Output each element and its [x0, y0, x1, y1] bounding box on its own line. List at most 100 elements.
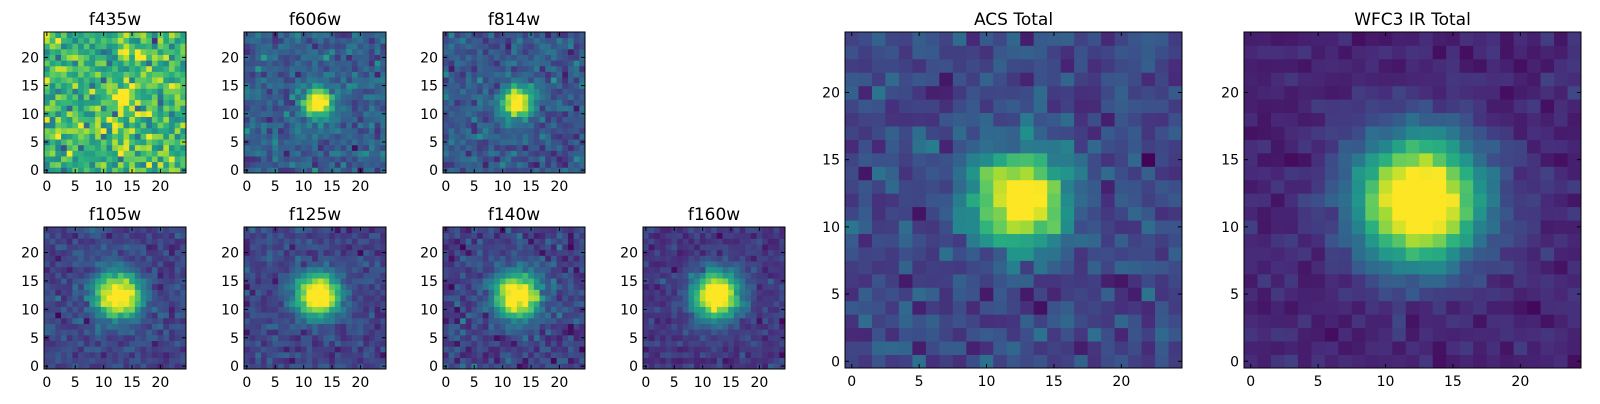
pixel: [1074, 247, 1088, 261]
pixel: [717, 295, 723, 301]
pixel: [517, 301, 523, 307]
pixel: [751, 312, 757, 318]
pixel: [261, 111, 267, 117]
pixel: [175, 301, 181, 307]
pixel: [523, 267, 529, 273]
pixel: [244, 162, 250, 168]
pixel: [180, 88, 186, 94]
pixel: [84, 329, 90, 335]
pixel: [845, 328, 859, 342]
pixel: [705, 335, 711, 341]
pixel: [50, 105, 56, 111]
pixel: [152, 307, 158, 313]
pixel: [471, 289, 477, 295]
pixel: [101, 307, 107, 313]
pixel: [267, 150, 273, 156]
pixel: [352, 111, 358, 117]
pixel: [745, 289, 751, 295]
pixel: [306, 139, 312, 145]
pixel: [500, 94, 506, 100]
pixel: [654, 329, 660, 335]
pixel: [562, 324, 568, 330]
pixel: [255, 341, 261, 347]
pixel: [551, 32, 557, 38]
pixel: [534, 167, 540, 173]
pixel: [375, 255, 381, 261]
pixel: [551, 346, 557, 352]
pixel: [169, 167, 175, 173]
pixel: [545, 255, 551, 261]
pixel: [511, 261, 517, 267]
pixel: [101, 71, 107, 77]
pixel: [545, 71, 551, 77]
pixel: [44, 43, 50, 49]
pixel: [471, 358, 477, 364]
pixel: [654, 307, 660, 313]
pixel: [1115, 328, 1129, 342]
pixel: [380, 289, 386, 295]
pixel: [477, 105, 483, 111]
pixel: [454, 94, 460, 100]
pixel: [1020, 207, 1034, 221]
pixel: [966, 260, 980, 274]
pixel: [335, 162, 341, 168]
pixel: [568, 289, 574, 295]
pixel: [540, 122, 546, 128]
pixel: [683, 250, 689, 256]
pixel: [500, 156, 506, 162]
pixel: [545, 329, 551, 335]
pixel: [44, 156, 50, 162]
pixel: [369, 238, 375, 244]
pixel: [306, 261, 312, 267]
pixel: [460, 150, 466, 156]
pixel: [284, 255, 290, 261]
pixel: [67, 278, 73, 284]
pixel: [779, 267, 785, 273]
pixel: [306, 117, 312, 123]
pixel: [329, 88, 335, 94]
pixel: [574, 145, 580, 151]
pixel: [163, 341, 169, 347]
pixel: [885, 314, 899, 328]
pixel: [551, 227, 557, 233]
pixel: [169, 111, 175, 117]
pixel: [84, 233, 90, 239]
pixel: [346, 335, 352, 341]
pixel: [711, 363, 717, 369]
pixel: [106, 329, 112, 335]
pixel: [261, 318, 267, 324]
pixel: [523, 289, 529, 295]
pixel: [745, 341, 751, 347]
pixel: [284, 128, 290, 134]
pixel: [694, 363, 700, 369]
pixel: [146, 66, 152, 72]
pixel: [118, 94, 124, 100]
pixel: [129, 49, 135, 55]
pixel: [380, 38, 386, 44]
pixel: [301, 162, 307, 168]
pixel: [557, 88, 563, 94]
pixel: [289, 255, 295, 261]
pixel: [1061, 314, 1075, 328]
pixel: [129, 66, 135, 72]
pixel: [61, 156, 67, 162]
pixel: [380, 301, 386, 307]
pixel: [500, 49, 506, 55]
pixel: [700, 250, 706, 256]
pixel: [272, 156, 278, 162]
pixel: [1155, 341, 1169, 355]
pixel: [55, 284, 61, 290]
pixel: [500, 55, 506, 61]
pixel: [129, 267, 135, 273]
pixel: [255, 267, 261, 273]
pixel: [301, 100, 307, 106]
pixel: [135, 156, 141, 162]
pixel: [505, 49, 511, 55]
pixel: [78, 363, 84, 369]
pixel: [278, 66, 284, 72]
pixel: [158, 43, 164, 49]
pixel: [993, 301, 1007, 315]
pixel: [557, 324, 563, 330]
pixel: [449, 324, 455, 330]
pixel: [95, 261, 101, 267]
